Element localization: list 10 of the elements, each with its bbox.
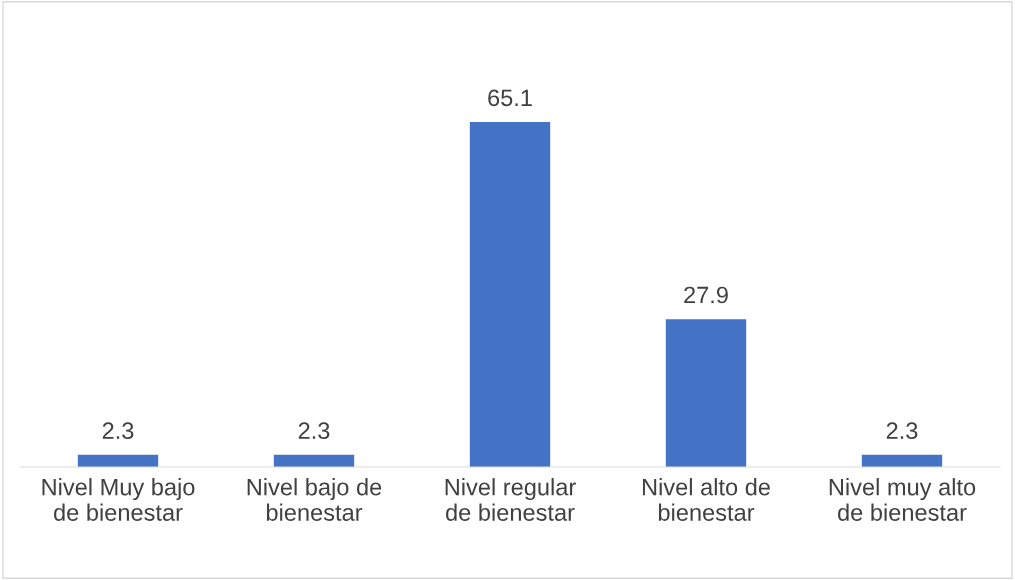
data-label: 27.9 — [684, 286, 728, 304]
x-tick-label: Nivel Muy bajo de bienestar — [42, 478, 195, 521]
x-tick-label: Nivel bajo de bienestar — [247, 478, 382, 521]
data-label: 65.1 — [488, 89, 532, 107]
x-tick-label: Nivel regular de bienestar — [445, 478, 576, 521]
x-tick-label: Nivel muy alto de bienestar — [829, 478, 976, 521]
x-tick-label: Nivel alto de bienestar — [642, 478, 770, 521]
data-label: 2.3 — [102, 422, 134, 440]
data-label: 2.3 — [298, 422, 330, 440]
data-label: 2.3 — [886, 422, 918, 440]
